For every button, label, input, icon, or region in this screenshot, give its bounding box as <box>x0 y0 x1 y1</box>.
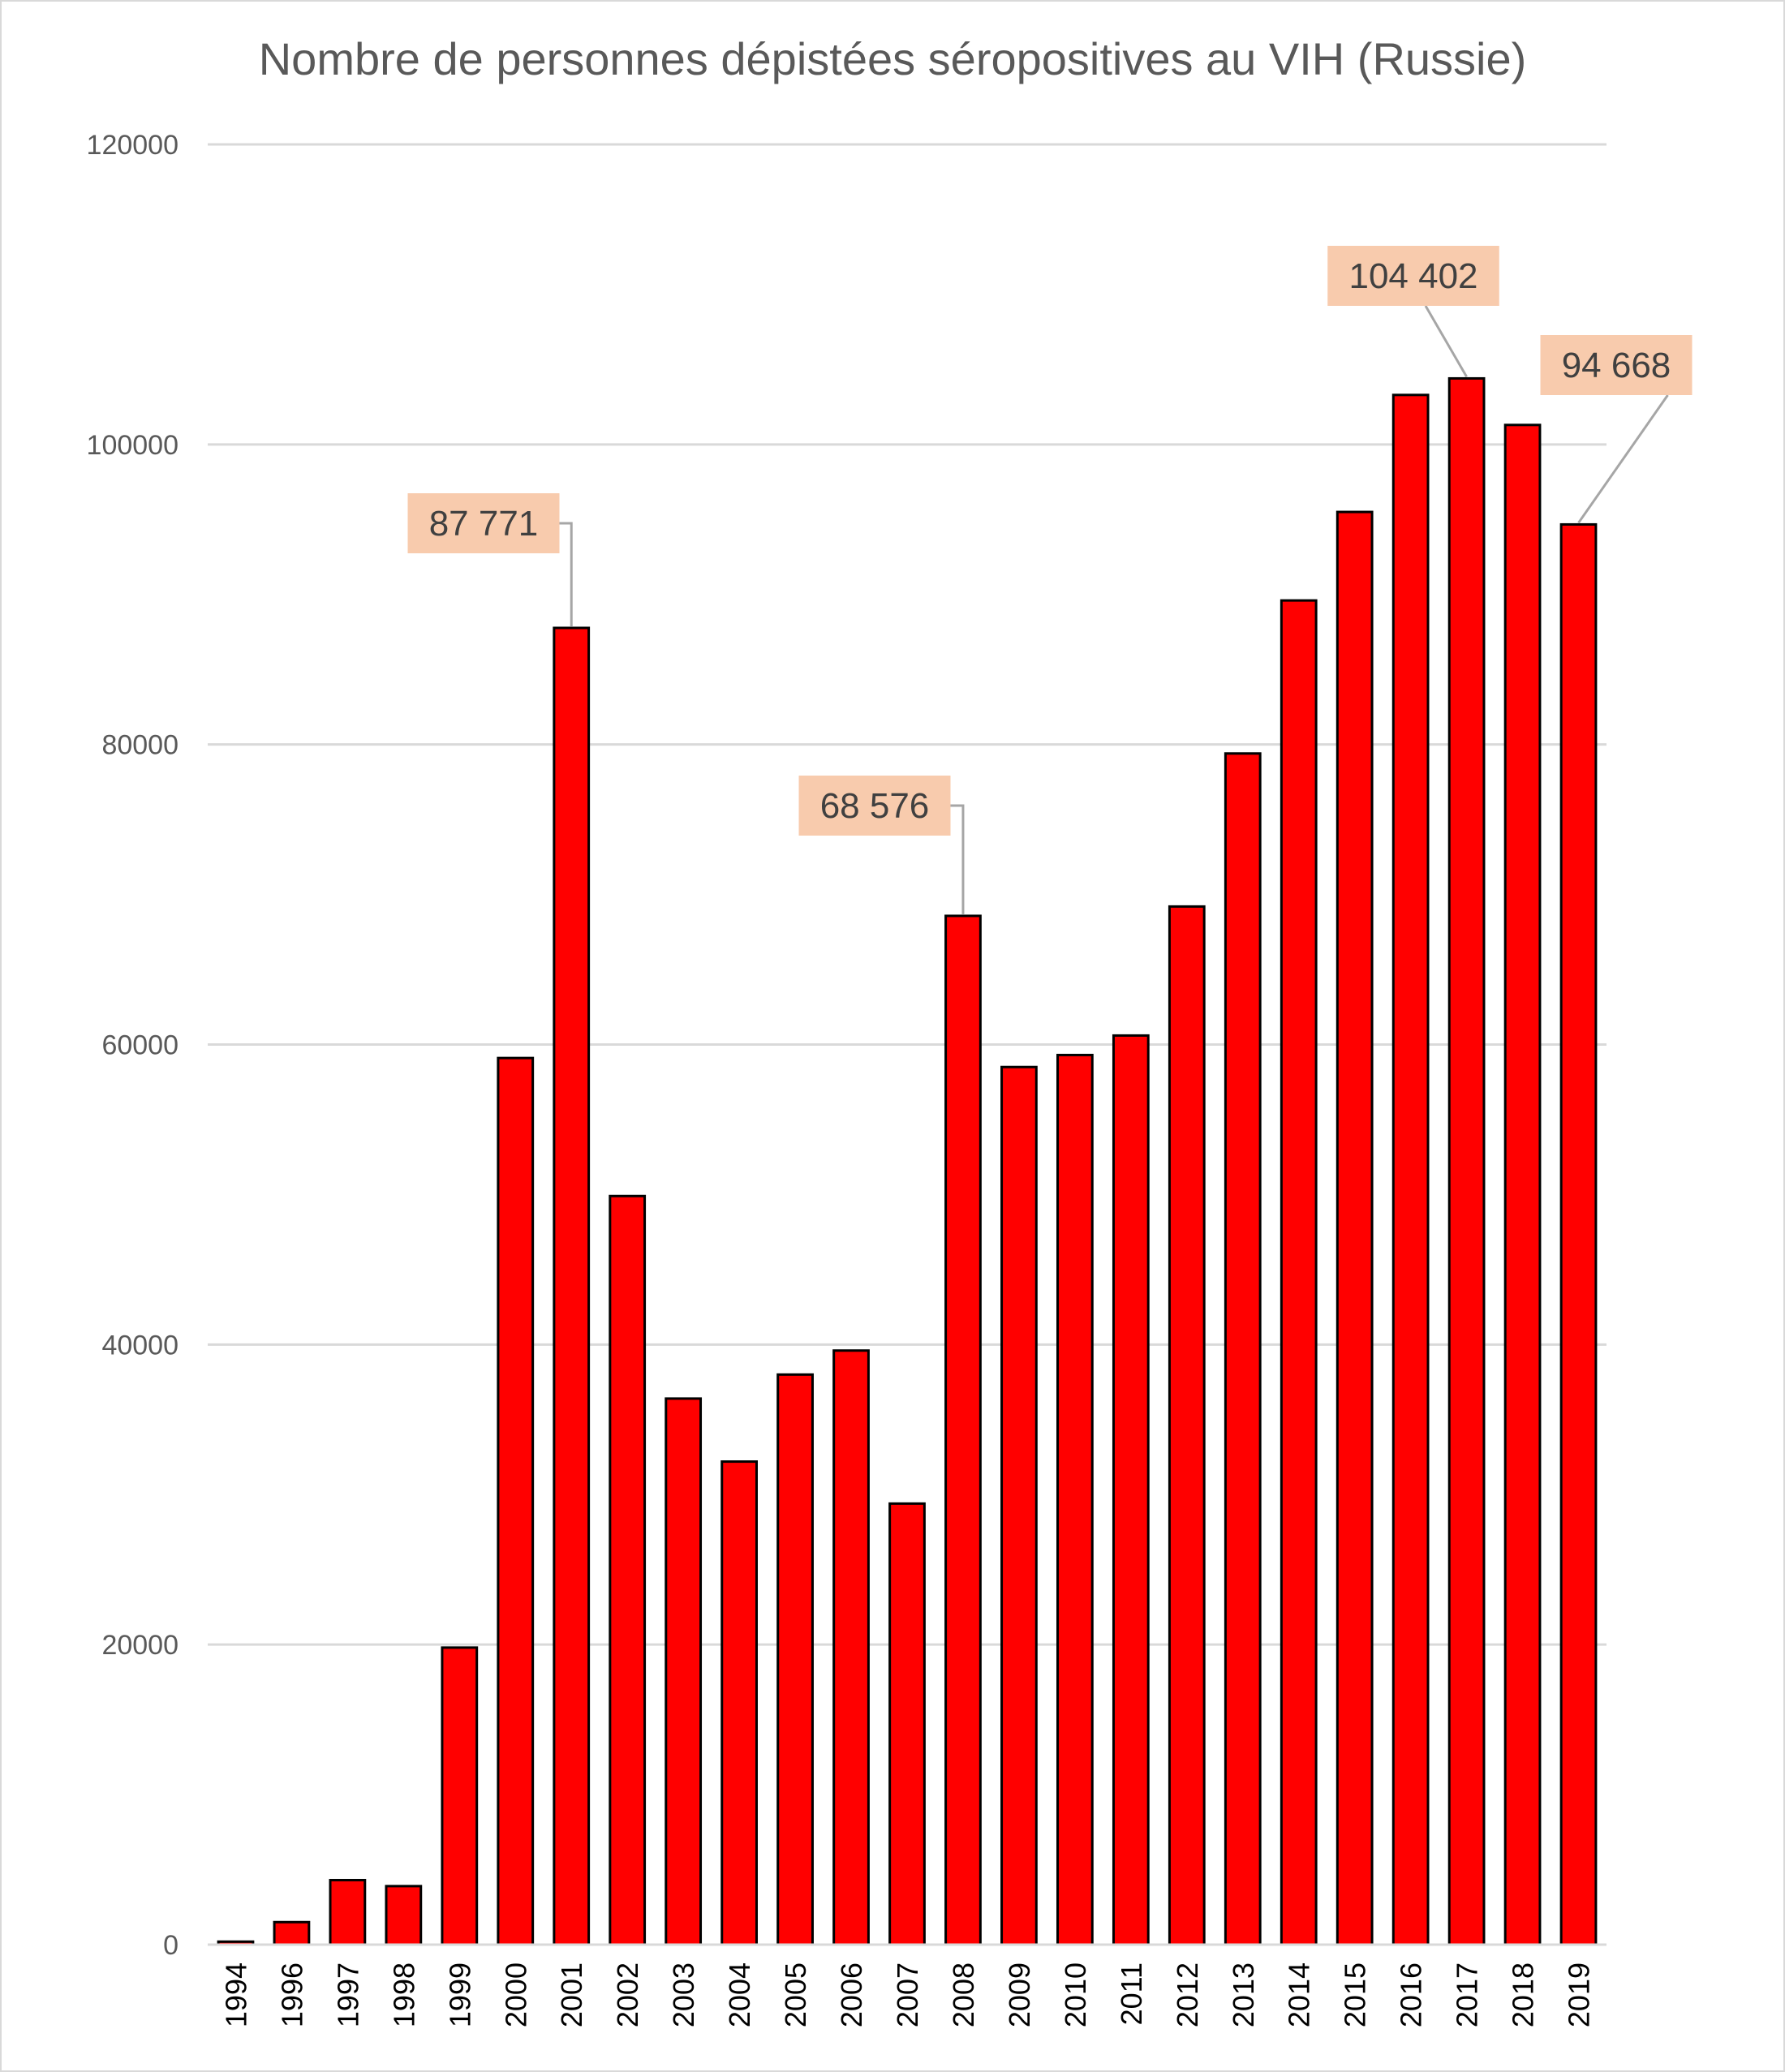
callout-box <box>1327 246 1499 306</box>
x-tick-label: 2003 <box>667 1962 700 2027</box>
x-tick-label: 2013 <box>1227 1962 1260 2027</box>
y-tick-label: 0 <box>163 1930 178 1961</box>
callout-leader <box>950 804 965 914</box>
callout-2019: 94 668 <box>1540 335 1693 524</box>
bar-2007 <box>888 1502 926 1946</box>
x-tick-label: 2004 <box>723 1962 756 2027</box>
x-tick-label: 1994 <box>219 1962 252 2027</box>
callout-2001: 87 771 <box>407 493 573 626</box>
callout-label: 87 771 <box>429 504 539 544</box>
bar-2011 <box>1112 1034 1150 1946</box>
y-tick-label: 20000 <box>101 1630 178 1661</box>
callout-leader <box>1424 305 1468 378</box>
x-tick-label: 2014 <box>1283 1962 1316 2027</box>
bar-2006 <box>832 1349 870 1946</box>
bar-1996 <box>273 1920 311 1946</box>
y-tick-label: 80000 <box>101 730 178 761</box>
x-tick-label: 2007 <box>891 1962 924 2027</box>
x-tick-label: 2010 <box>1059 1962 1092 2027</box>
y-tick-label: 120000 <box>87 130 178 161</box>
x-tick-label: 2005 <box>779 1962 812 2027</box>
bar-2004 <box>720 1460 758 1946</box>
axes: 0 20000 40000 60000 80000 100000 120000 1994 199… <box>87 130 1606 2027</box>
bar-2012 <box>1168 905 1206 1946</box>
bar-2016 <box>1391 393 1430 1946</box>
callout-label: 94 668 <box>1562 346 1671 385</box>
bar-2015 <box>1336 510 1374 1946</box>
bar-2017 <box>1447 376 1486 1946</box>
callout-2017: 104 402 <box>1327 246 1499 378</box>
bar-2008 <box>944 914 982 1946</box>
callout-box <box>798 776 951 836</box>
x-tick-label: 2000 <box>499 1962 532 2027</box>
x-tick-label: 2009 <box>1003 1962 1036 2027</box>
callout-label: 68 576 <box>820 786 930 826</box>
x-tick-label: 2018 <box>1507 1962 1540 2027</box>
bar-2000 <box>497 1056 535 1946</box>
x-tick-label: 2016 <box>1395 1962 1428 2027</box>
bar-2005 <box>776 1373 814 1946</box>
callout-leader <box>1577 394 1669 524</box>
y-tick-label: 100000 <box>87 430 178 461</box>
callout-box <box>1540 335 1693 395</box>
callouts: 87 771 68 576 104 402 94 668 <box>407 246 1693 914</box>
callout-label: 104 402 <box>1348 256 1477 296</box>
gridlines <box>208 143 1606 1646</box>
x-tick-label: 2006 <box>835 1962 868 2027</box>
x-tick-label: 2002 <box>611 1962 644 2027</box>
bar-2014 <box>1280 599 1318 1946</box>
x-tick-label: 2017 <box>1451 1962 1484 2027</box>
bar-1999 <box>441 1646 479 1946</box>
callout-2008: 68 576 <box>798 776 965 914</box>
x-tick-label: 1997 <box>331 1962 364 2027</box>
bar-2019 <box>1559 522 1598 1946</box>
x-tick-label: 2001 <box>555 1962 588 2027</box>
bar-2001 <box>553 626 591 1946</box>
x-tick-label: 1998 <box>387 1962 420 2027</box>
bar-2003 <box>665 1397 703 1946</box>
bar-2009 <box>1000 1065 1038 1946</box>
x-tick-label: 2012 <box>1171 1962 1204 2027</box>
bar-2013 <box>1224 752 1262 1946</box>
bar-2010 <box>1056 1053 1094 1946</box>
bar-1997 <box>329 1878 367 1946</box>
bar-2018 <box>1503 423 1542 1946</box>
x-tick-label: 1996 <box>275 1962 308 2027</box>
bar-2002 <box>609 1194 647 1946</box>
y-tick-label: 40000 <box>101 1330 178 1361</box>
x-tick-label: 1999 <box>443 1962 476 2027</box>
x-tick-label: 2015 <box>1339 1962 1372 2027</box>
callout-leader <box>559 522 573 626</box>
x-tick-label: 2008 <box>947 1962 980 2027</box>
bar-1998 <box>385 1885 423 1946</box>
callout-box <box>407 493 560 553</box>
x-tick-label: 2011 <box>1115 1962 1148 2025</box>
bars <box>217 376 1598 1946</box>
chart-title: Nombre de personnes dépistées séropositi… <box>258 33 1527 84</box>
y-tick-label: 60000 <box>101 1030 178 1061</box>
x-tick-label: 2019 <box>1563 1962 1596 2027</box>
